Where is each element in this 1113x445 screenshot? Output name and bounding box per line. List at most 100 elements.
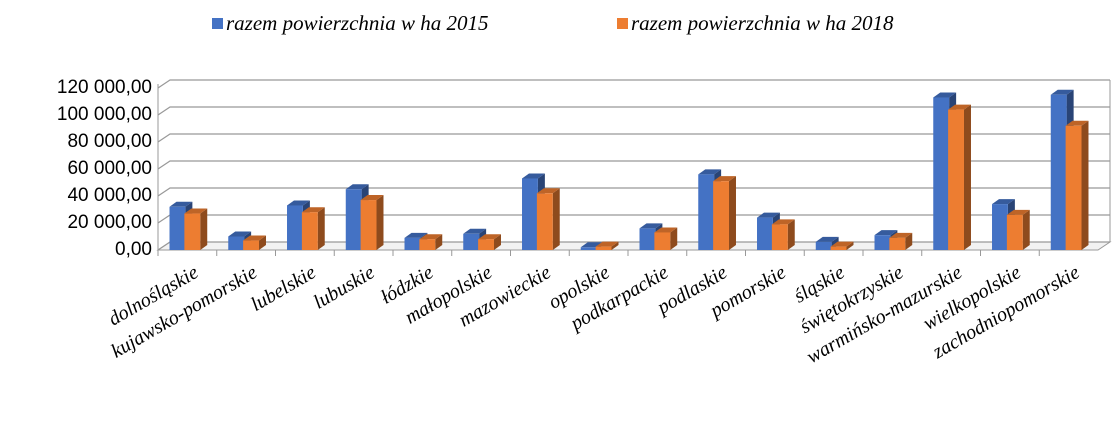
bar (889, 232, 913, 250)
bar-top (345, 184, 369, 190)
bar-front (713, 181, 729, 250)
bar-front (757, 217, 773, 250)
bar-top (243, 235, 266, 241)
bar-front (595, 246, 612, 250)
bar-side (435, 234, 443, 250)
y-tick-label: 40 000,00 (67, 185, 152, 206)
y-tick-label: 60 000,00 (67, 158, 152, 179)
bar-top (463, 228, 487, 234)
bar-front (287, 205, 303, 250)
bar-top (889, 232, 913, 238)
bar-front (698, 174, 715, 250)
bar (948, 104, 971, 250)
bar-front (889, 237, 906, 250)
bar-front (1006, 214, 1023, 250)
bar (830, 241, 854, 250)
bar (1006, 209, 1030, 250)
legend-swatch (617, 18, 628, 29)
bar (1065, 120, 1089, 250)
bar-front (536, 193, 553, 250)
grid-line (157, 133, 1110, 143)
bar-top (1065, 120, 1089, 126)
bar-front (169, 206, 186, 250)
bar-top (184, 208, 208, 214)
bar (654, 227, 678, 250)
y-tick-label: 80 000,00 (67, 131, 152, 152)
bar-front (301, 212, 318, 250)
bar-side (963, 104, 971, 250)
bar-top (874, 230, 898, 236)
bar-top (536, 188, 560, 194)
bar-side (846, 241, 854, 250)
y-tick-label: 0,00 (115, 239, 152, 260)
bar-top (815, 236, 839, 242)
bar-side (317, 207, 325, 250)
bar-front (639, 228, 656, 250)
bar-top (757, 212, 780, 218)
bar-side (787, 219, 795, 250)
bar-front (830, 246, 847, 250)
bar-side (670, 227, 678, 250)
x-tick-label: lubuskie (310, 261, 379, 313)
bar-side (200, 208, 208, 250)
bar-top (713, 176, 736, 182)
bar-front (580, 247, 597, 250)
bar-top (360, 195, 384, 201)
bar-front (478, 239, 494, 250)
bar-top (830, 241, 854, 247)
grid-line (157, 187, 1110, 197)
bar-top (698, 169, 722, 175)
bar-top (992, 199, 1015, 205)
bar-side (258, 235, 266, 250)
x-tick-label: lubelskie (247, 261, 320, 316)
bar (595, 241, 619, 250)
bar-top (522, 173, 545, 179)
bar-front (404, 237, 421, 250)
bar (536, 188, 560, 250)
bar (419, 234, 443, 250)
bar-front (360, 200, 377, 250)
y-tick-label: 20 000,00 (67, 212, 152, 233)
bar-front (654, 232, 671, 250)
legend-swatch (212, 18, 223, 29)
bar-front (522, 178, 538, 250)
bar-top (301, 207, 325, 213)
bar-side (376, 195, 384, 250)
bar (771, 219, 795, 250)
bar-top (404, 232, 428, 238)
bar-front (1065, 125, 1082, 250)
bar-side (493, 234, 501, 250)
bar-front (874, 235, 891, 250)
bar-top (595, 241, 619, 247)
bar-top (1006, 209, 1030, 215)
bar-top (169, 201, 193, 207)
bar-top (228, 231, 252, 237)
bar-side (1081, 120, 1089, 250)
bar-front (948, 109, 964, 250)
bar-front (463, 233, 480, 250)
bar-top (478, 234, 501, 240)
bar-top (287, 200, 310, 206)
bar-front (345, 189, 362, 250)
bar (243, 235, 266, 250)
bar-side (1022, 209, 1030, 250)
bar-top (639, 223, 663, 229)
bar-front (815, 241, 832, 250)
bar-front (771, 224, 788, 250)
bar-front (1050, 94, 1067, 250)
bar-side (905, 232, 913, 250)
bar-front (184, 213, 201, 250)
bar-top (654, 227, 678, 233)
grid-line (157, 160, 1110, 170)
bar-front (933, 97, 950, 250)
bar-front (992, 204, 1008, 250)
bar (478, 234, 501, 250)
bar (713, 176, 736, 250)
bar-front (228, 236, 245, 250)
bar-top (933, 92, 957, 98)
bar (301, 207, 325, 250)
grid-line (157, 79, 1110, 89)
bar-front (243, 240, 259, 250)
bar-side (611, 241, 619, 250)
